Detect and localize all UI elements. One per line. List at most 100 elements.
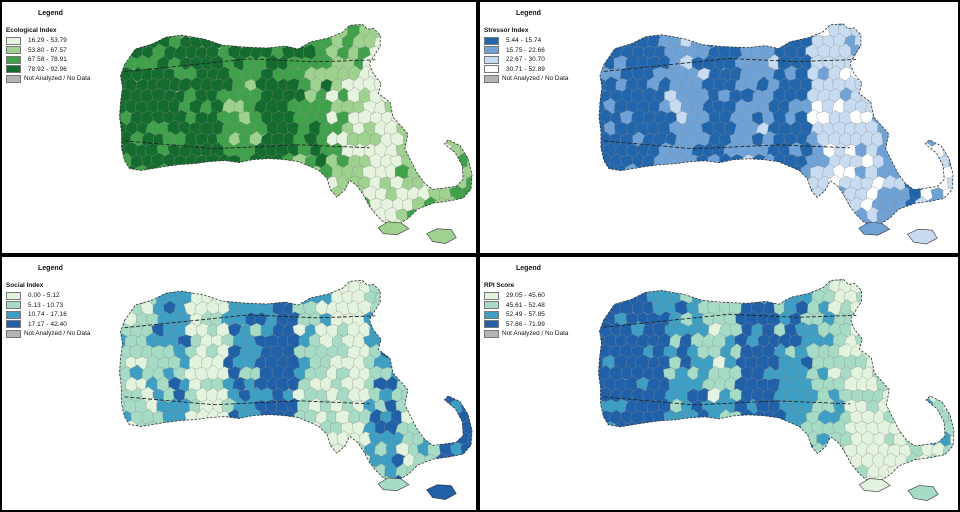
watershed-polygon <box>930 77 947 94</box>
watershed-polygon <box>942 120 954 139</box>
watershed-polygon <box>679 420 694 438</box>
watershed-polygon <box>417 354 433 371</box>
watershed-polygon <box>936 23 951 40</box>
watershed-polygon <box>773 431 788 449</box>
watershed-polygon <box>635 23 651 28</box>
legend-no-data: Not Analyzed / No Data <box>6 74 118 84</box>
watershed-polygon <box>222 463 236 481</box>
island-nantucket <box>426 484 457 500</box>
watershed-polygon <box>920 279 935 285</box>
watershed-polygon <box>395 290 411 306</box>
watershed-polygon <box>932 287 947 306</box>
watershed-polygon <box>298 280 313 285</box>
watershed-polygon <box>456 473 472 482</box>
watershed-polygon <box>954 99 958 117</box>
watershed-polygon <box>391 280 405 296</box>
watershed-polygon <box>751 23 767 40</box>
watershed-polygon <box>598 409 602 426</box>
watershed-polygon <box>119 43 123 63</box>
watershed-polygon <box>833 464 849 481</box>
watershed-polygon <box>471 464 473 481</box>
watershed-polygon <box>466 111 473 128</box>
watershed-polygon <box>762 175 777 193</box>
watershed-polygon <box>428 420 443 436</box>
watershed-polygon <box>417 77 433 93</box>
watershed-polygon <box>337 451 351 468</box>
watershed-polygon <box>124 462 139 482</box>
island-marthas-vineyard <box>858 478 891 492</box>
watershed-polygon <box>915 23 929 38</box>
watershed-polygon <box>293 431 309 447</box>
watershed-polygon <box>470 443 473 459</box>
watershed-polygon <box>416 333 432 351</box>
watershed-polygon <box>625 208 641 225</box>
watershed-polygon <box>723 464 739 481</box>
watershed-polygon <box>199 165 216 180</box>
watershed-polygon <box>205 474 221 482</box>
watershed-polygon <box>788 23 805 29</box>
watershed-polygon <box>210 443 227 459</box>
watershed-polygon <box>157 206 172 224</box>
watershed-polygon <box>385 24 401 28</box>
watershed-polygon <box>185 430 200 449</box>
watershed-polygon <box>746 279 761 285</box>
watershed-polygon <box>897 122 914 136</box>
watershed-polygon <box>330 280 346 285</box>
watershed-polygon <box>119 474 124 482</box>
region-boundary-south <box>124 140 370 150</box>
watershed-polygon <box>886 23 902 29</box>
watershed-polygon <box>860 279 876 295</box>
watershed-polygon <box>336 217 352 226</box>
watershed-polygon <box>691 23 706 28</box>
watershed-polygon <box>953 289 955 306</box>
watershed-polygon <box>598 430 613 448</box>
watershed-polygon <box>287 32 302 49</box>
watershed-polygon <box>428 207 442 224</box>
watershed-polygon <box>773 279 790 295</box>
watershed-polygon <box>599 218 614 227</box>
watershed-polygon <box>713 186 729 202</box>
watershed-polygon <box>931 279 948 284</box>
watershed-polygon <box>790 186 805 203</box>
watershed-polygon <box>418 35 432 51</box>
watershed-polygon <box>466 217 473 226</box>
legend: Legend RPI Score 29.05 - 45.60 45.61 - 5… <box>484 265 596 339</box>
watershed-polygon <box>471 77 473 93</box>
watershed-polygon <box>216 474 232 482</box>
watershed-polygon <box>407 354 422 372</box>
watershed-polygon <box>429 280 444 286</box>
watershed-polygon <box>860 301 877 315</box>
watershed-polygon <box>449 119 466 137</box>
watershed-polygon <box>472 267 476 283</box>
watershed-polygon <box>243 464 257 479</box>
watershed-polygon <box>162 430 177 449</box>
watershed-polygon <box>602 443 617 459</box>
watershed-polygon <box>621 279 636 296</box>
watershed-polygon <box>119 208 128 223</box>
watershed-polygon <box>767 208 783 225</box>
watershed-polygon <box>449 463 465 481</box>
watershed-polygon <box>411 88 428 106</box>
watershed-polygon <box>941 99 954 115</box>
watershed-polygon <box>194 432 210 446</box>
watershed-polygon <box>238 431 255 446</box>
watershed-polygon <box>391 343 405 361</box>
legend-swatch <box>484 310 499 319</box>
watershed-polygon <box>927 155 940 171</box>
watershed-polygon <box>314 24 330 39</box>
watershed-polygon <box>690 420 707 436</box>
watershed-polygon <box>270 430 286 447</box>
watershed-polygon <box>948 197 954 214</box>
watershed-polygon <box>893 475 909 483</box>
watershed-polygon <box>216 24 231 39</box>
watershed-polygon <box>777 279 793 285</box>
watershed-polygon <box>460 208 473 224</box>
watershed-polygon <box>264 441 281 458</box>
watershed-polygon <box>418 463 433 482</box>
watershed-polygon <box>422 280 438 296</box>
watershed-polygon <box>156 187 172 203</box>
watershed-polygon <box>450 354 466 370</box>
watershed-polygon <box>632 196 646 214</box>
watershed-polygon <box>614 464 629 480</box>
watershed-polygon <box>471 399 473 416</box>
